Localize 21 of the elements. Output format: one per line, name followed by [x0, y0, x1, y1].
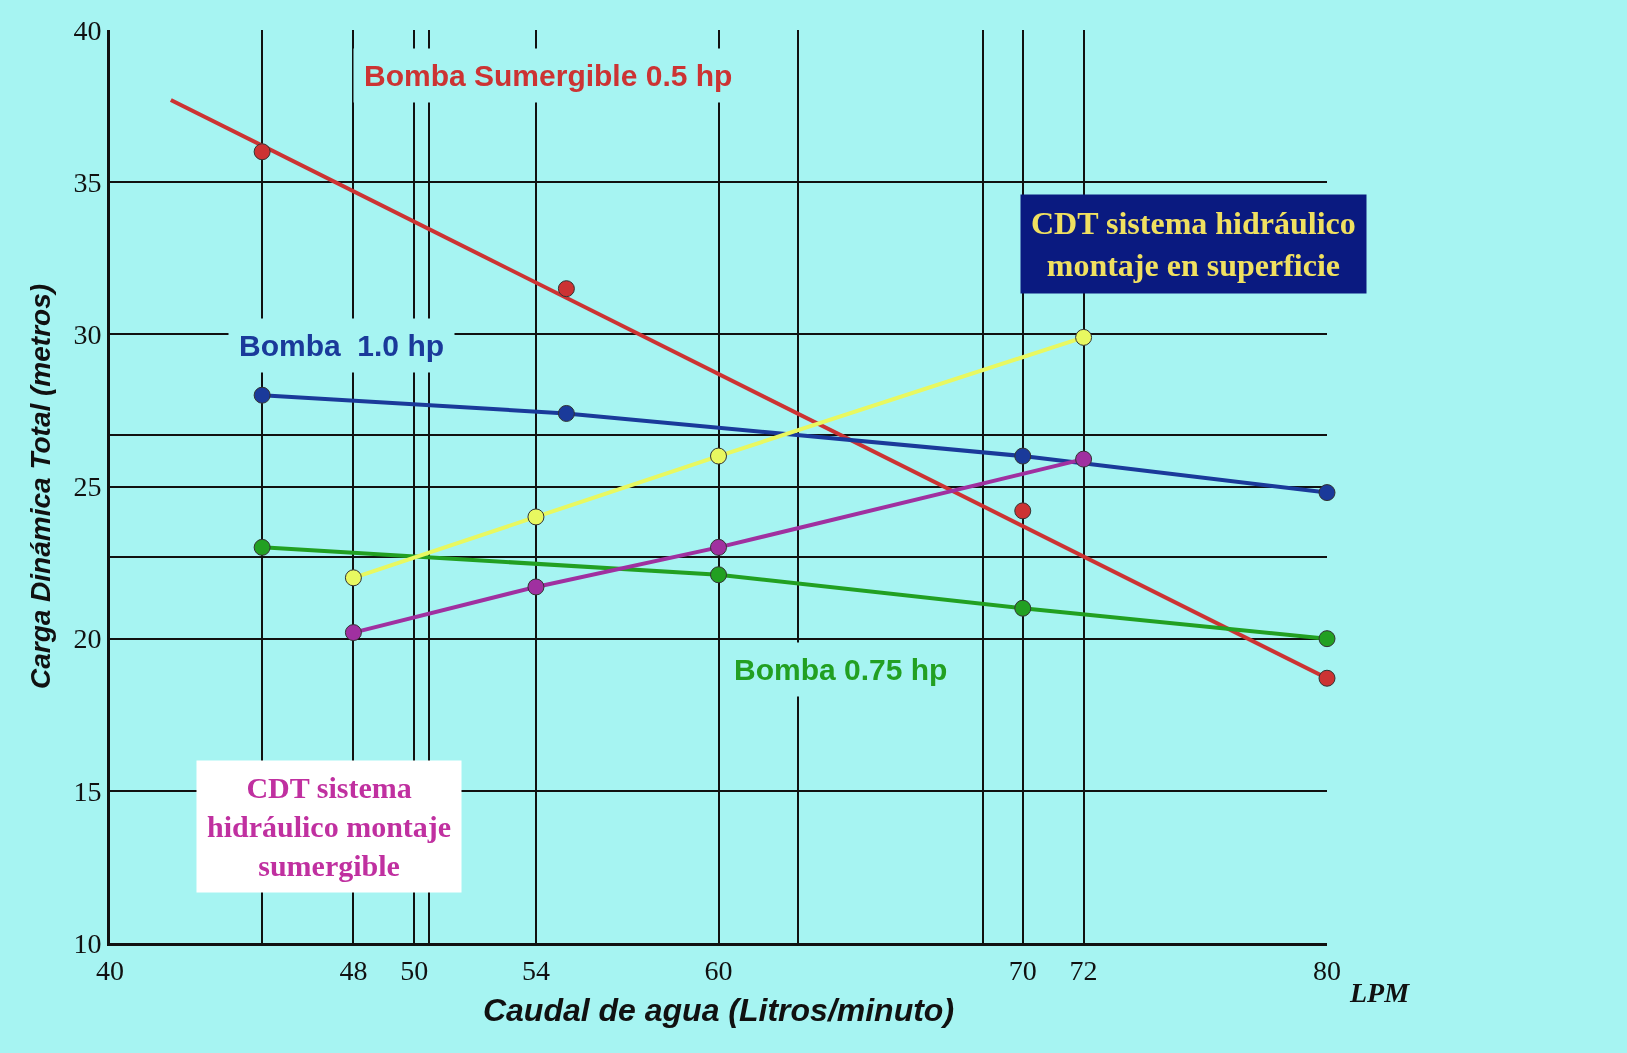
y-tick-label: 25: [73, 471, 102, 503]
x-tick-label: 70: [1008, 954, 1037, 986]
text: LPM: [1349, 977, 1411, 1008]
text: Bomba Sumergible 0.5 hp: [364, 59, 733, 92]
y-tick-label: 30: [73, 319, 102, 351]
x-tick-label: 50: [400, 954, 429, 986]
series-label: Bomba 1.0 hp: [239, 329, 445, 362]
y-tick-label: 35: [73, 166, 102, 198]
y-axis-title: Carga Dinámica Total (metros): [25, 283, 57, 690]
x-axis-title: Caudal de agua (Litros/minuto): [482, 992, 955, 1029]
y-tick-label: 20: [73, 623, 102, 655]
y-tick-label: 15: [73, 775, 102, 807]
text: CDT sistema hidráulico montaje sumergible: [207, 771, 452, 882]
y-tick-label: 40: [73, 14, 102, 46]
x-tick-label: 60: [704, 954, 733, 986]
x-tick-label: 48: [339, 954, 368, 986]
x-tick-label: 72: [1069, 954, 1098, 986]
x-tick-label: 54: [521, 954, 550, 986]
x-tick-label: 80: [1313, 954, 1341, 986]
text: CDT sistema hidráulico montaje en superficie: [1031, 205, 1356, 283]
series-label: Bomba 0.75 hp: [734, 653, 948, 686]
